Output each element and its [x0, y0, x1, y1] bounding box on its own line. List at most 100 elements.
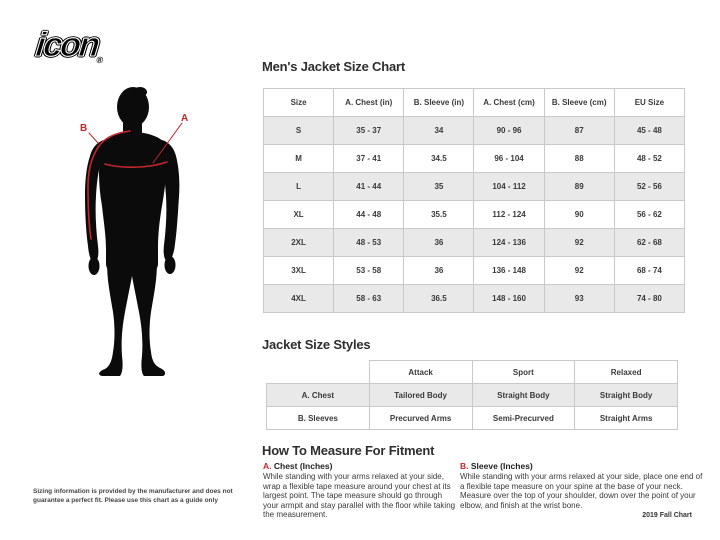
- measure-chest-heading-text: Chest (Inches): [271, 461, 333, 471]
- table-cell: 35.5: [403, 200, 475, 229]
- table-cell: 93: [543, 284, 615, 313]
- table-cell: 48 - 52: [613, 144, 686, 173]
- measure-sleeve-heading: B. Sleeve (Inches): [460, 461, 703, 471]
- column-header: Sport: [471, 360, 576, 384]
- icon-logo-text: icon: [34, 25, 101, 64]
- table-cell: 87: [543, 116, 615, 145]
- measure-chest-prefix: A.: [263, 461, 272, 471]
- size-row-3xl: 3XL 53 - 58 36 136 - 148 92 68 - 74: [262, 256, 686, 285]
- style-chart-table: Attack Sport Relaxed A. Chest Tailored B…: [266, 360, 678, 430]
- measure-section-sleeve: B. Sleeve (Inches) While standing with y…: [460, 461, 703, 510]
- measure-chest-heading: A. Chest (Inches): [263, 461, 459, 471]
- style-row-sleeves: B. Sleeves Precurved Arms Semi-Precurved…: [266, 406, 678, 430]
- size-chart-header-row: Size A. Chest (in) B. Sleeve (in) A. Che…: [262, 88, 686, 117]
- sleeve-label-b: B: [80, 123, 87, 134]
- table-cell: 35 - 37: [333, 116, 405, 145]
- table-cell: Tailored Body: [368, 383, 473, 407]
- table-cell: 34: [403, 116, 475, 145]
- chest-label-a: A: [181, 113, 188, 124]
- size-row-4xl: 4XL 58 - 63 36.5 148 - 160 93 74 - 80: [262, 284, 686, 313]
- measure-sleeve-prefix: B.: [460, 461, 469, 471]
- row-header: B. Sleeves: [266, 406, 370, 430]
- label-b-leader-line: [88, 132, 99, 144]
- registered-trademark-icon: ®: [95, 55, 104, 65]
- table-cell: 124 - 136: [473, 228, 545, 257]
- table-cell: 34.5: [403, 144, 475, 173]
- column-header: B. Sleeve (in): [403, 88, 475, 117]
- table-cell: 90: [543, 200, 615, 229]
- table-cell: 35: [403, 172, 475, 201]
- male-silhouette: A B: [80, 87, 188, 376]
- measure-section-chest: A. Chest (Inches) While standing with yo…: [263, 461, 459, 520]
- disclaimer-text: Sizing information is provided by the ma…: [33, 488, 233, 504]
- table-cell: XL: [262, 200, 335, 229]
- sleeve-measure-line: [87, 130, 131, 240]
- size-row-l: L 41 - 44 35 104 - 112 89 52 - 56: [262, 172, 686, 201]
- table-cell: 2XL: [262, 228, 335, 257]
- silhouette-body: [85, 87, 180, 376]
- size-chart-table: Size A. Chest (in) B. Sleeve (in) A. Che…: [262, 88, 686, 313]
- size-row-xl: XL 44 - 48 35.5 112 - 124 90 56 - 62: [262, 200, 686, 229]
- table-cell: 36: [403, 256, 475, 285]
- table-cell: S: [262, 116, 335, 145]
- size-row-2xl: 2XL 48 - 53 36 124 - 136 92 62 - 68: [262, 228, 686, 257]
- column-header: B. Sleeve (cm): [543, 88, 615, 117]
- chest-measure-line: [104, 161, 168, 168]
- table-cell: 56 - 62: [613, 200, 686, 229]
- column-header: Attack: [368, 360, 473, 384]
- column-header: A. Chest (cm): [473, 88, 545, 117]
- table-cell: 53 - 58: [333, 256, 405, 285]
- chart-version: 2019 Fall Chart: [642, 512, 692, 519]
- table-cell: 41 - 44: [333, 172, 405, 201]
- style-chart-header-row: Attack Sport Relaxed: [267, 360, 678, 384]
- table-cell: 4XL: [262, 284, 335, 313]
- table-cell: 37 - 41: [333, 144, 405, 173]
- table-cell: 68 - 74: [613, 256, 686, 285]
- fitment-diagram: A B: [50, 84, 210, 384]
- table-cell: 148 - 160: [473, 284, 545, 313]
- table-cell: Precurved Arms: [368, 406, 473, 430]
- column-header: Relaxed: [574, 360, 678, 384]
- table-cell: 44 - 48: [333, 200, 405, 229]
- table-cell: 36.5: [403, 284, 475, 313]
- table-cell: Straight Body: [574, 383, 678, 407]
- column-header: A. Chest (in): [333, 88, 405, 117]
- table-cell: 136 - 148: [473, 256, 545, 285]
- table-cell: 48 - 53: [333, 228, 405, 257]
- table-cell: 36: [403, 228, 475, 257]
- column-header: EU Size: [613, 88, 686, 117]
- table-cell: 92: [543, 228, 615, 257]
- size-row-s: S 35 - 37 34 90 - 96 87 45 - 48: [262, 116, 686, 145]
- size-chart-title: Men's Jacket Size Chart: [262, 59, 405, 74]
- table-cell: 96 - 104: [473, 144, 545, 173]
- table-cell: L: [262, 172, 335, 201]
- size-row-m: M 37 - 41 34.5 96 - 104 88 48 - 52: [262, 144, 686, 173]
- table-cell: 74 - 80: [613, 284, 686, 313]
- table-cell: 62 - 68: [613, 228, 686, 257]
- style-chart-title: Jacket Size Styles: [262, 337, 371, 352]
- table-cell: M: [262, 144, 335, 173]
- row-header: A. Chest: [266, 383, 370, 407]
- table-cell: Straight Arms: [574, 406, 678, 430]
- table-cell: 112 - 124: [473, 200, 545, 229]
- table-cell: 92: [543, 256, 615, 285]
- column-header: Size: [262, 88, 335, 117]
- blank-corner-cell: [267, 361, 370, 384]
- table-cell: 52 - 56: [613, 172, 686, 201]
- table-cell: Semi-Precurved: [471, 406, 576, 430]
- measure-sleeve-heading-text: Sleeve (Inches): [468, 461, 533, 471]
- table-cell: 90 - 96: [473, 116, 545, 145]
- table-cell: 89: [543, 172, 615, 201]
- table-cell: Straight Body: [471, 383, 576, 407]
- style-row-chest: A. Chest Tailored Body Straight Body Str…: [266, 383, 678, 407]
- table-cell: 88: [543, 144, 615, 173]
- label-a-leader-line: [152, 122, 183, 164]
- table-cell: 104 - 112: [473, 172, 545, 201]
- measure-title: How To Measure For Fitment: [262, 443, 435, 458]
- table-cell: 45 - 48: [613, 116, 686, 145]
- table-cell: 3XL: [262, 256, 335, 285]
- icon-logo: icon®: [34, 25, 107, 65]
- measure-sleeve-body: While standing with your arms relaxed at…: [460, 472, 703, 510]
- measure-chest-body: While standing with your arms relaxed at…: [263, 472, 456, 520]
- table-cell: 58 - 63: [333, 284, 405, 313]
